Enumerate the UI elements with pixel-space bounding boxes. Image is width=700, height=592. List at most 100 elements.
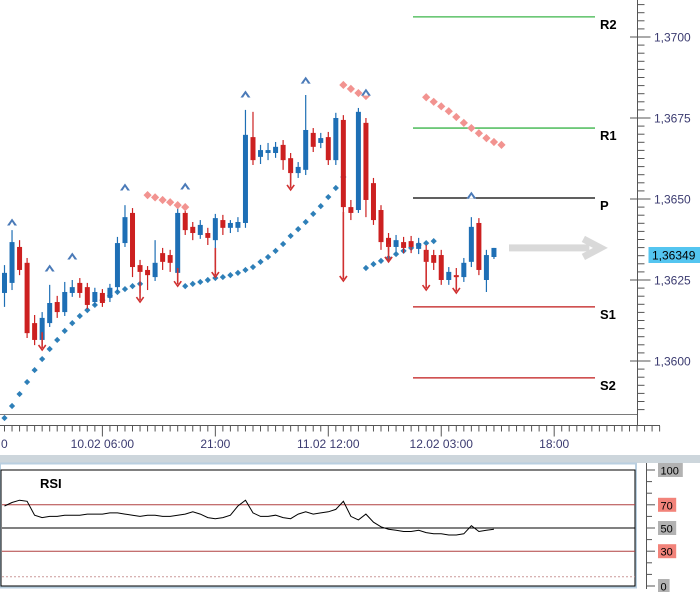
buy-arrow-notch <box>243 93 248 98</box>
sell-arrow-icon <box>135 296 145 304</box>
sar-dot <box>189 280 196 287</box>
rsi-levels-layer <box>2 469 635 587</box>
sar-dot-bearish <box>489 137 499 147</box>
buy-arrow-notch <box>363 91 369 96</box>
current-price-tag: 1,36349 <box>648 247 700 263</box>
time-axis-label: 10.02 06:00 <box>71 437 135 451</box>
candle-bear <box>190 226 196 234</box>
candle-bear <box>408 241 414 247</box>
candle-bull <box>107 287 113 298</box>
candle-bull <box>491 247 497 257</box>
sell-arrow-icon <box>37 344 47 352</box>
sar-dot <box>249 263 257 271</box>
candle-bull <box>114 243 120 288</box>
candle-bull <box>197 224 203 235</box>
candles-layer <box>2 94 497 346</box>
sar-dot <box>377 257 385 264</box>
candle-bear <box>348 207 354 213</box>
sar-dot <box>227 272 234 279</box>
candle-bull <box>333 118 339 161</box>
price-axis-label: 1,3600 <box>654 355 691 369</box>
rsi-level-label-bg <box>658 579 670 592</box>
rsi-level-label-bg <box>658 521 677 535</box>
candle-bear <box>137 265 143 272</box>
candle-bull <box>416 243 422 249</box>
candle-bear <box>54 302 60 313</box>
time-axis-label: 18:00 <box>539 437 569 451</box>
candle-bear <box>17 246 23 270</box>
sell-arrow-icon <box>211 271 220 279</box>
candle-bull <box>303 129 309 170</box>
candle-bear <box>363 122 369 200</box>
sar-dot-bearish <box>459 118 468 127</box>
sar-dot-bearish <box>166 198 175 207</box>
candle-bull <box>355 111 361 211</box>
candle-bull <box>273 146 279 153</box>
sar-dot <box>197 278 204 286</box>
sar-dot-bearish <box>437 102 446 111</box>
sar-dot-bearish <box>452 112 461 122</box>
pivot-label-S1: S1 <box>600 307 616 322</box>
sar-dot-bearish <box>482 133 491 143</box>
candle-bear <box>77 282 83 293</box>
sar-dot <box>362 264 370 272</box>
candle-bull <box>295 166 301 174</box>
candle-bear <box>32 323 38 340</box>
sell-arrow-icon <box>384 256 393 264</box>
sar-dot <box>295 226 302 233</box>
buy-arrow-notch <box>9 221 15 226</box>
signal-arrows-layer <box>7 76 477 352</box>
rsi-level-label-bg <box>658 497 677 512</box>
candle-bull <box>122 217 128 244</box>
candle-bear <box>145 269 151 276</box>
candle-bear <box>99 292 105 304</box>
sar-dot <box>280 240 287 248</box>
sar-dot <box>23 378 31 386</box>
rsi-level-label: 0 <box>661 582 667 592</box>
buy-arrow-notch <box>468 194 474 199</box>
sar-dot-bearish <box>143 191 152 200</box>
sar-dot-bearish <box>181 203 190 212</box>
candle-bear <box>310 132 316 147</box>
time-axis-label: 21:00 <box>200 437 230 451</box>
price-axis: 1,3700 1,3675 1,3650 1,3625 1,3600 <box>630 4 691 411</box>
time-axis-label-partial: 0 <box>1 437 8 451</box>
sar-dot <box>325 193 332 201</box>
candle-bear <box>280 144 286 161</box>
buy-arrow-notch <box>182 185 188 190</box>
time-axis-label: 11.02 12:00 <box>297 437 360 451</box>
candle-bear <box>167 255 173 263</box>
sar-dot <box>287 232 294 240</box>
candle-bull <box>468 226 474 262</box>
rsi-series-line <box>4 499 494 536</box>
rsi-axis: 100 70 50 30 0 <box>647 463 683 592</box>
sar-dot <box>234 269 242 276</box>
main-chart-area[interactable] <box>0 0 637 414</box>
sar-dot-bearish <box>444 107 453 116</box>
candle-bull <box>265 150 271 153</box>
sar-dot <box>257 258 264 265</box>
sell-arrow-icon <box>286 184 295 192</box>
pivot-levels-layer: R2 R1 P S1 S2 <box>413 16 617 393</box>
sell-arrow-icon <box>421 284 431 292</box>
candle-bear <box>24 262 30 334</box>
sar-dot <box>317 203 324 210</box>
projection-arrow-layer <box>509 235 608 261</box>
candle-bull <box>47 303 53 324</box>
candle-bull <box>39 317 45 340</box>
price-axis-label: 1,3625 <box>654 274 691 288</box>
sar-dot <box>8 402 16 410</box>
sar-dot <box>370 261 377 268</box>
rsi-level-label: 70 <box>661 500 673 512</box>
candle-bull <box>483 255 489 280</box>
rsi-level-label: 100 <box>661 466 679 478</box>
sar-dot <box>39 355 46 363</box>
sar-dot-bearish <box>173 201 182 210</box>
candle-bull <box>235 222 241 228</box>
pivot-label-P: P <box>600 198 609 213</box>
sar-dot <box>302 218 309 226</box>
rsi-panel[interactable] <box>0 462 637 589</box>
sar-dot <box>76 312 83 320</box>
